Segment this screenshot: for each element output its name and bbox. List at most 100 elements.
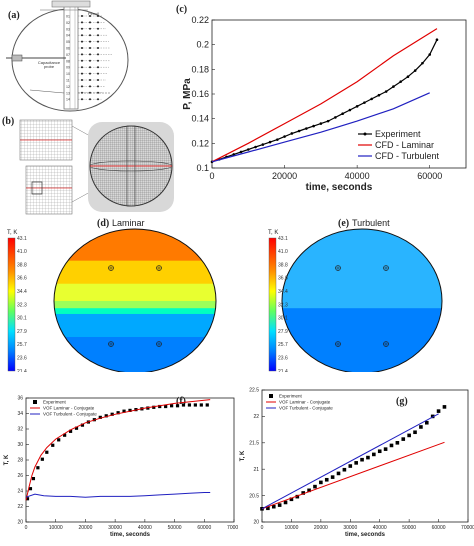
x-tick-label: 60000 <box>417 171 442 181</box>
x-tick-label: 70000 <box>461 525 474 531</box>
y-tick-label: 20 <box>253 520 259 526</box>
sensor-dot <box>97 66 99 69</box>
sensor-dot <box>97 21 99 24</box>
colorbar-tick: 43.1 <box>278 236 288 242</box>
sensor-id: 11 <box>66 79 70 83</box>
x-tick-label: 60000 <box>432 525 446 531</box>
y-tick-label: 22 <box>253 414 259 420</box>
colorbar <box>7 237 16 372</box>
x-tick-label: 60000 <box>197 525 211 531</box>
sensor-dot <box>81 27 83 30</box>
sensor-dot <box>89 15 91 17</box>
series-line <box>25 492 211 498</box>
colorbar-tick: 27.9 <box>278 329 288 335</box>
x-tick-label: 0 <box>209 171 214 181</box>
y-tick-label: 0.12 <box>191 138 209 148</box>
sensor-id: 03 <box>66 27 70 31</box>
mesh-figure <box>19 119 174 215</box>
data-point <box>63 433 67 437</box>
contour-band <box>54 260 216 285</box>
y-tick-label: 28 <box>17 458 23 464</box>
x-tick-label: 0 <box>261 525 264 531</box>
data-point <box>355 105 359 108</box>
sensor-dot <box>89 66 91 69</box>
y-tick-label: 0.14 <box>191 114 209 124</box>
data-point <box>377 93 381 97</box>
y-tick-label: 32 <box>17 427 23 433</box>
y-tick-label: 36 <box>17 396 23 402</box>
x-tick-label: 20000 <box>78 525 92 531</box>
y-axis-label: P, MPa <box>182 78 193 110</box>
contour-title-laminar: Laminar <box>112 218 145 228</box>
colorbar-tick: 41.0 <box>17 249 27 255</box>
sensor-dot <box>89 72 91 75</box>
data-point <box>289 497 294 502</box>
temperature-chart-g: 20 20.5 21 21.5 22 22.5 0 10000 20000 30000 40000 5… <box>240 388 474 538</box>
sensor-dot <box>81 34 83 37</box>
data-point <box>326 119 330 123</box>
series-line <box>211 28 438 163</box>
sensor-dot <box>89 98 91 101</box>
legend-entry: CFD - Turbulent <box>375 151 440 161</box>
contour-band <box>54 313 216 338</box>
colorbar-tick: 34.4 <box>17 289 27 295</box>
sensor-dot <box>81 79 83 81</box>
x-tick-label: 40000 <box>373 525 387 531</box>
data-point <box>421 61 424 65</box>
series-line <box>261 441 445 510</box>
colorbar-tick: 21.4 <box>17 369 27 372</box>
data-point <box>436 409 441 413</box>
colorbar-tick: 38.8 <box>278 262 288 268</box>
legend-entry: VOF Laminar - Conjugate <box>279 400 331 405</box>
vessel-outline <box>53 228 217 372</box>
pressure-chart: 0.1 0.12 0.14 0.16 0.18 0.2 0.22 0 20000 40000 600… <box>182 15 467 193</box>
sensor-id: 06 <box>66 47 70 51</box>
legend-entry: VOF Turbulent - Conjugate <box>43 412 97 417</box>
sensor-id: 05 <box>66 40 70 44</box>
sensor-dot <box>97 34 99 37</box>
x-tick-label: 50000 <box>168 525 182 531</box>
data-point <box>330 475 335 479</box>
x-tick-label: 20000 <box>314 525 328 531</box>
colorbar-tick: 30.1 <box>17 316 27 322</box>
colorbar-tick: 32.3 <box>17 302 27 308</box>
sensor-dot <box>81 40 83 43</box>
sensor-dot <box>97 53 99 56</box>
colorbar-tick: 36.6 <box>17 276 27 282</box>
x-tick-label: 10000 <box>284 525 298 531</box>
data-point <box>389 443 394 448</box>
sensor-dot <box>97 72 99 75</box>
data-point <box>232 153 236 156</box>
sensor-id: 13 <box>66 91 70 95</box>
contour-band <box>54 283 216 302</box>
sensor-dot <box>97 40 99 43</box>
data-point <box>363 101 366 104</box>
data-point <box>246 148 250 151</box>
sensor-dot <box>81 85 83 88</box>
data-point <box>406 75 410 79</box>
sensor-id: 02 <box>66 21 70 25</box>
data-point <box>342 467 347 472</box>
contour-band <box>54 229 216 262</box>
colorbar-tick: 32.3 <box>278 302 288 308</box>
data-point <box>239 150 243 154</box>
x-tick-label: 20000 <box>272 171 297 181</box>
data-point <box>164 404 168 409</box>
series-line <box>261 413 439 510</box>
temperature-chart-f: 20 22 24 26 28 30 32 34 36 0 10000 20000 30000 40000 5… <box>4 396 238 538</box>
sensor-dot <box>81 66 83 69</box>
pencil-label: Pencil <box>88 11 99 16</box>
contour-band <box>282 308 442 312</box>
colorbar-tick: 34.4 <box>278 289 288 295</box>
temperature-field <box>282 229 442 372</box>
data-point <box>336 471 341 476</box>
data-point <box>40 457 44 461</box>
y-tick-label: 0.1 <box>196 163 209 173</box>
colorbar-label: T, K <box>268 230 278 236</box>
data-point <box>419 425 423 429</box>
y-tick-label: 22 <box>17 504 23 510</box>
data-point <box>181 403 186 407</box>
sensor-dot <box>81 53 83 56</box>
legend-marker <box>33 400 37 404</box>
data-point <box>254 145 257 149</box>
